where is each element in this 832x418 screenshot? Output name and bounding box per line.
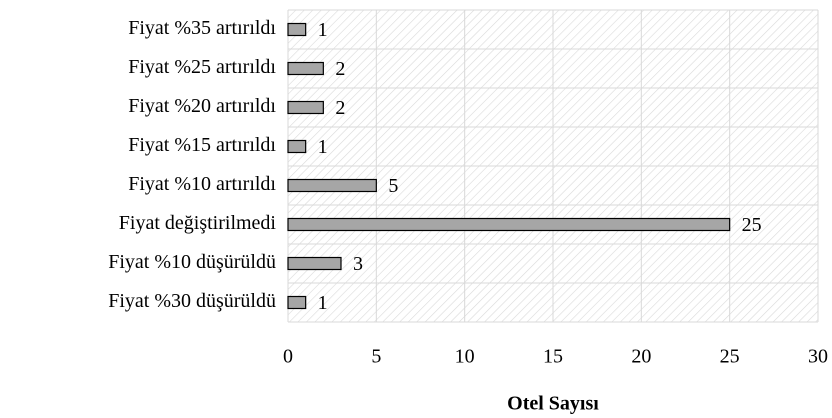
x-tick-label: 30: [808, 346, 828, 368]
x-tick-label: 20: [631, 346, 651, 368]
x-axis-title: Otel Sayısı: [507, 393, 599, 415]
bar: [287, 100, 324, 115]
x-tick-label: 5: [371, 346, 381, 368]
y-tick-label: Fiyat değiştirilmedi: [119, 212, 277, 234]
data-label: 2: [335, 97, 345, 119]
x-tick-label: 25: [720, 346, 740, 368]
bar: [287, 295, 307, 310]
bar: [287, 22, 307, 37]
bar: [287, 61, 324, 76]
bar: [287, 139, 307, 154]
x-tick-label: 0: [283, 346, 293, 368]
bar: [287, 256, 342, 271]
data-label: 2: [335, 58, 345, 80]
data-label: 1: [318, 136, 328, 158]
bar: [287, 178, 377, 193]
y-tick-label: Fiyat %20 artırıldı: [128, 95, 276, 117]
y-tick-label: Fiyat %10 artırıldı: [128, 173, 276, 195]
y-tick-label: Fiyat %25 artırıldı: [128, 56, 276, 78]
data-label: 1: [318, 19, 328, 41]
x-tick-label: 10: [455, 346, 475, 368]
y-tick-label: Fiyat %30 düşürüldü: [108, 290, 276, 312]
data-label: 3: [353, 253, 363, 275]
data-label: 5: [388, 175, 398, 197]
y-tick-label: Fiyat %35 artırıldı: [128, 17, 276, 39]
data-label: 1: [318, 292, 328, 314]
y-tick-label: Fiyat %15 artırıldı: [128, 134, 276, 156]
bar: [287, 217, 731, 232]
x-tick-label: 15: [543, 346, 563, 368]
y-tick-label: Fiyat %10 düşürüldü: [108, 251, 276, 273]
data-label: 25: [742, 214, 762, 236]
